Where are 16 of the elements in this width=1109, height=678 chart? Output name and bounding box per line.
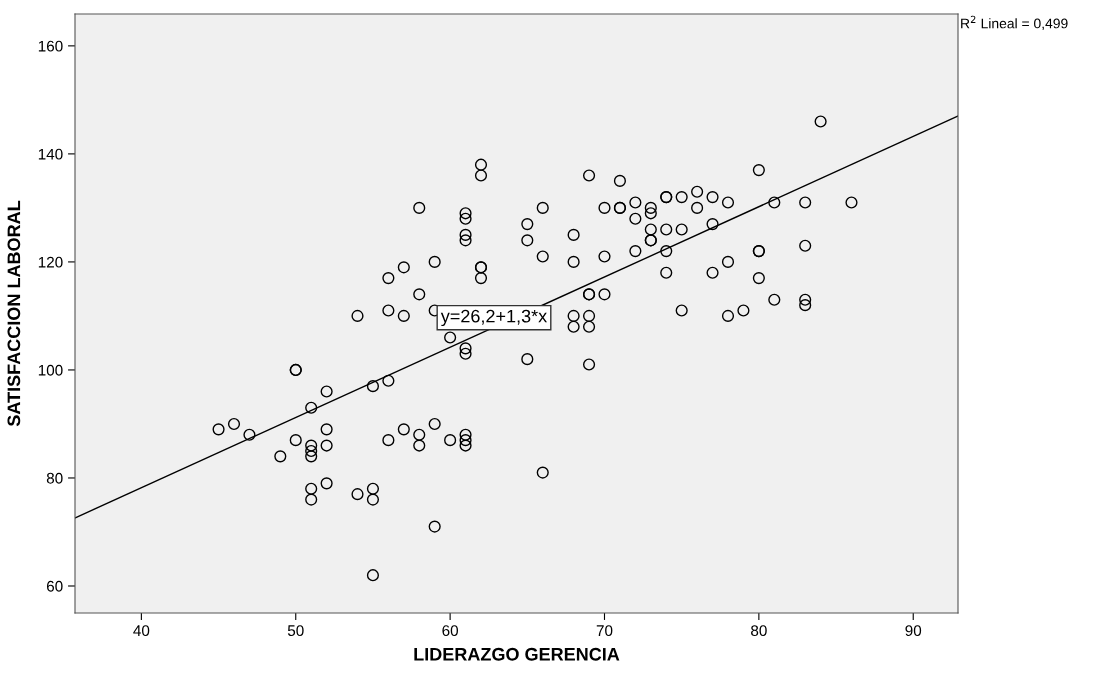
y-axis-title: SATISFACCION LABORAL bbox=[7, 200, 21, 427]
x-axis-title: LIDERAZGO GERENCIA bbox=[414, 647, 620, 661]
x-tick-label: 70 bbox=[596, 625, 613, 637]
x-tick-label: 50 bbox=[287, 625, 304, 637]
x-tick-label: 80 bbox=[751, 625, 767, 637]
y-tick-label: 140 bbox=[38, 148, 63, 160]
text: R$^{2}$ Lineal = 0,499 bbox=[961, 15, 1068, 31]
y-tick-label: 100 bbox=[38, 364, 63, 376]
x-tick-label: 40 bbox=[133, 625, 150, 637]
y-tick-label: 120 bbox=[38, 256, 63, 268]
y-tick-label: 160 bbox=[38, 40, 63, 52]
x-tick-label: 60 bbox=[442, 625, 459, 637]
annotation: y=26,2+1,3*x bbox=[440, 309, 547, 327]
x-tick-label: 90 bbox=[905, 625, 922, 637]
y-tick-label: 60 bbox=[46, 580, 63, 592]
y-tick-label: 80 bbox=[46, 472, 63, 484]
